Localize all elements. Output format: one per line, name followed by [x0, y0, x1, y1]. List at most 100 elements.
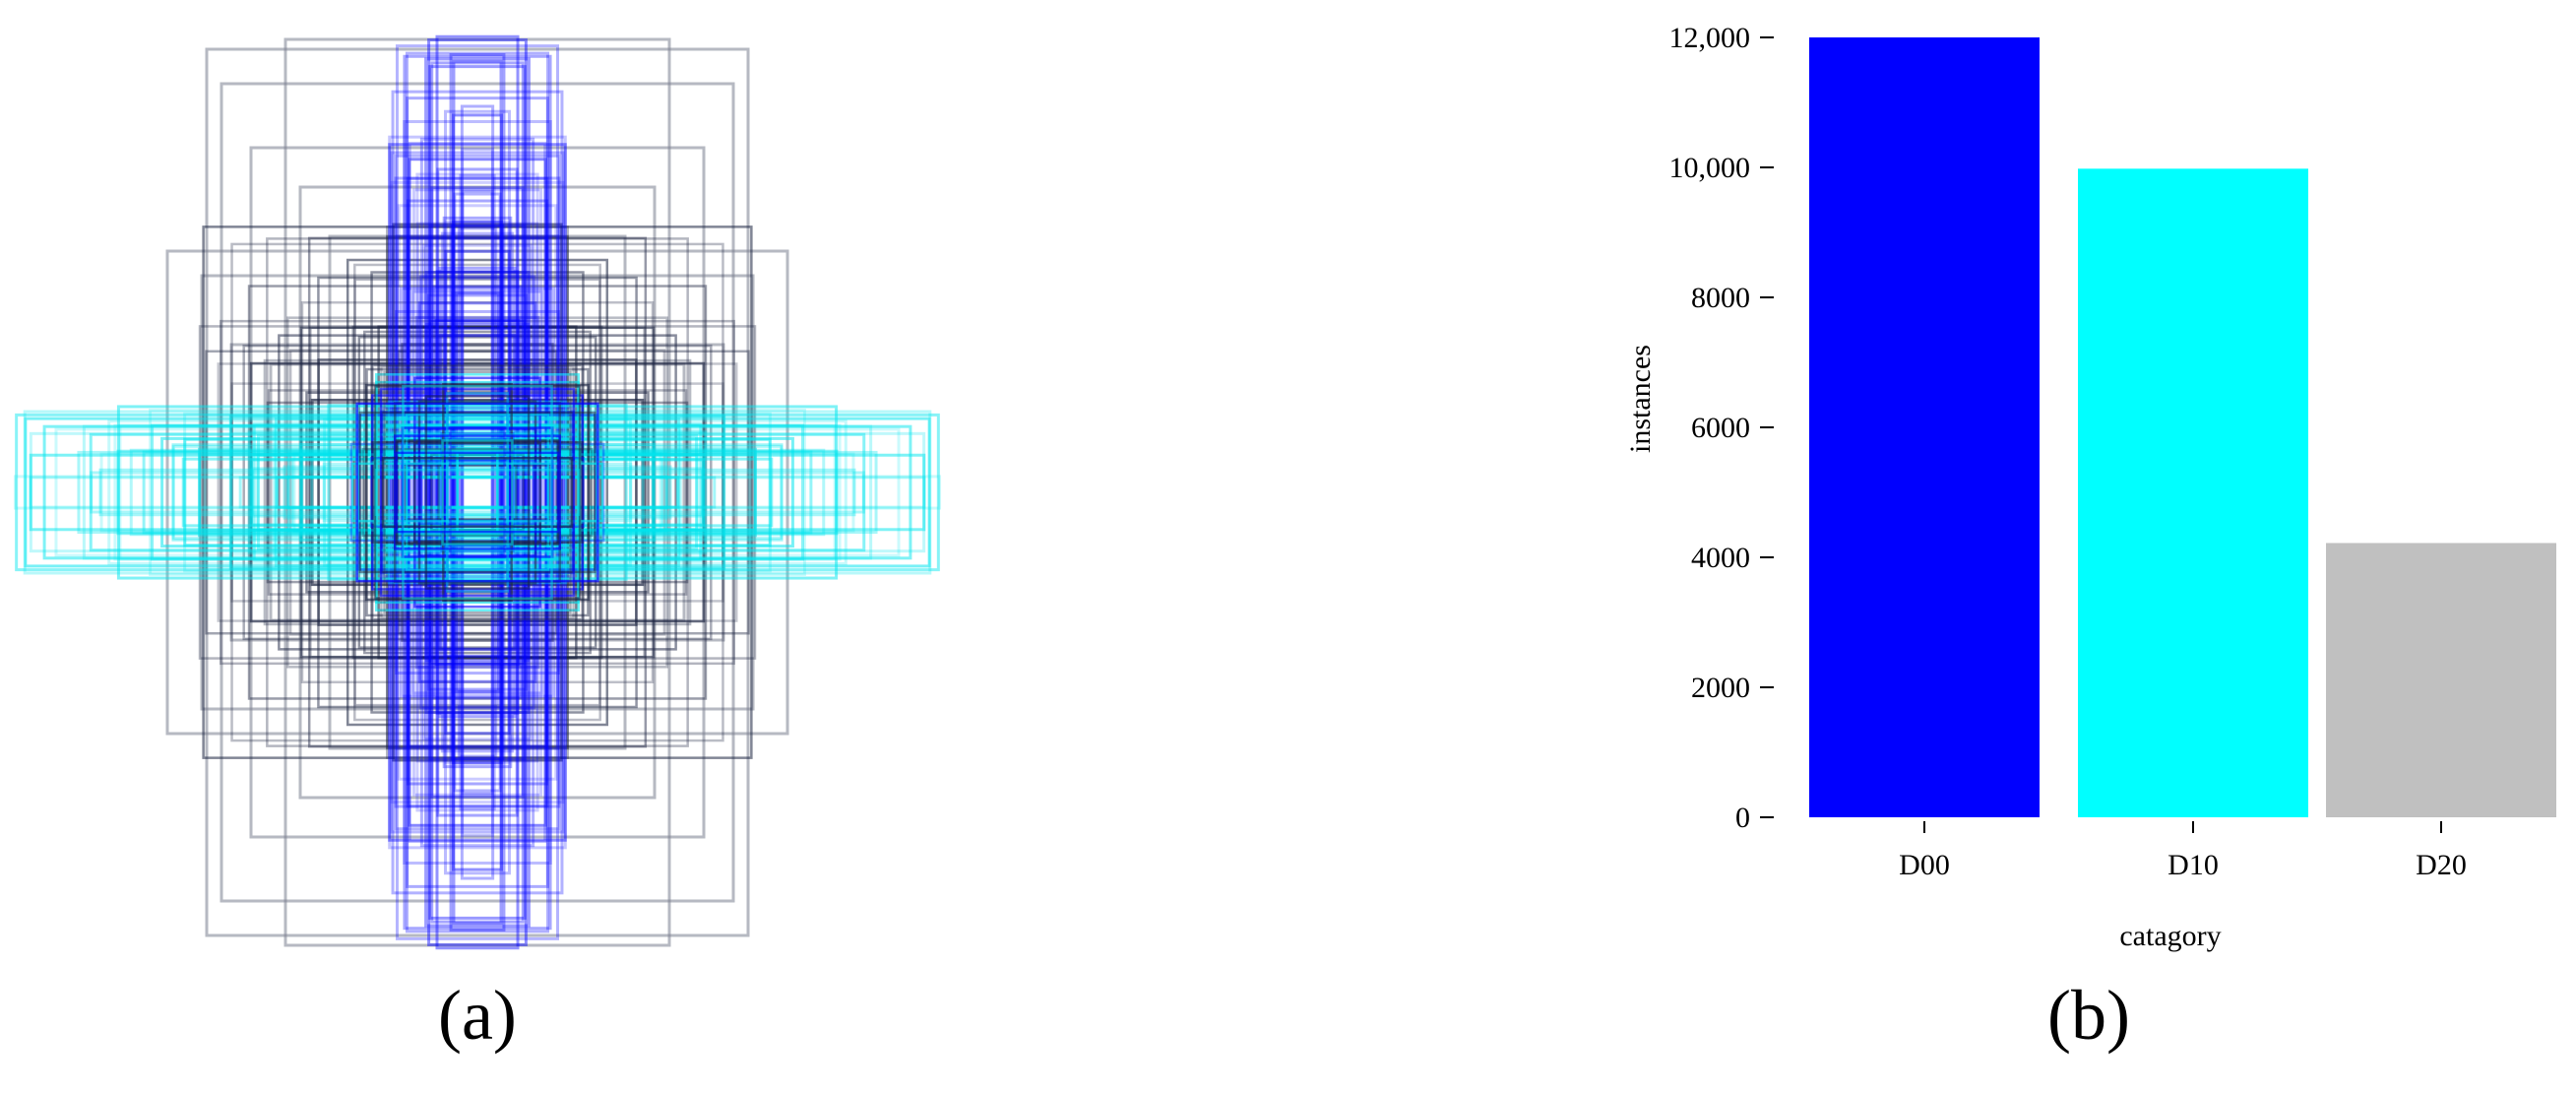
- gt-box-dark: [392, 223, 563, 762]
- gt-box-blue: [408, 158, 547, 827]
- gt-box-dark: [266, 237, 689, 747]
- gt-box-cyan: [171, 443, 784, 542]
- gt-box-small: [445, 392, 510, 593]
- gt-box-dark: [220, 319, 735, 666]
- gt-box-cyan: [249, 453, 706, 532]
- gt-box-blue: [388, 135, 567, 850]
- gt-box-dark: [286, 316, 668, 669]
- gt-box-cyan: [13, 475, 942, 510]
- gt-box-dark: [263, 358, 692, 626]
- gt-box-cyan: [247, 430, 708, 554]
- gt-box-cyan: [252, 422, 703, 562]
- gt-box-dark: [247, 285, 708, 700]
- gt-box-dark: [267, 389, 688, 596]
- gt-box-small: [350, 462, 604, 523]
- gt-box-blue: [435, 34, 520, 950]
- gt-box-dark: [217, 362, 738, 622]
- gt-box-dark: [288, 349, 666, 636]
- gt-box-dark: [363, 330, 592, 655]
- gt-box-small: [424, 395, 531, 590]
- gt-box-small: [395, 451, 560, 534]
- gt-box-cyan: [107, 419, 848, 565]
- gt-box-blue: [390, 151, 565, 834]
- gt-box-small: [379, 387, 576, 598]
- gt-box-cyan: [98, 468, 856, 517]
- gt-box-small: [405, 413, 550, 572]
- gt-box-blue: [407, 236, 548, 748]
- gt-box-blue: [428, 224, 527, 761]
- gt-box-gray: [165, 249, 789, 736]
- gt-box-small: [441, 439, 514, 546]
- gt-box-dark: [397, 350, 558, 635]
- gt-box-blue: [430, 186, 525, 799]
- panel-a-label: (a): [438, 976, 517, 1055]
- gt-box-dark: [205, 350, 750, 635]
- gt-box-dark: [198, 325, 757, 660]
- gt-box-blue: [432, 285, 523, 700]
- gt-box-small: [361, 447, 594, 538]
- gt-box-small: [358, 411, 597, 574]
- gt-box-cyan: [29, 476, 926, 509]
- gt-box-cyan: [197, 447, 758, 538]
- gt-box-dark: [307, 236, 648, 748]
- instances-bar-chart: D00 D10 D20 0 2000 4000 6000 8000 10,000 12,000 c…: [1624, 22, 2556, 952]
- gt-box-cyan: [89, 432, 866, 552]
- gt-box-blue: [438, 266, 517, 719]
- gt-box-gray: [328, 234, 627, 750]
- gt-box-small: [355, 402, 599, 583]
- y-tick-label: 6000: [1691, 412, 1750, 444]
- gt-box-cyan: [151, 423, 804, 561]
- gt-box-blue: [444, 249, 511, 736]
- gt-box-cyan: [118, 423, 837, 561]
- gt-box-cyan: [230, 430, 724, 554]
- y-tick-label: 10,000: [1669, 152, 1751, 184]
- gt-box-blue: [453, 192, 502, 793]
- gt-box-blue: [428, 65, 527, 920]
- gt-box-blue: [443, 327, 512, 658]
- gt-box-blue: [408, 141, 547, 844]
- gt-box-blue: [427, 38, 528, 946]
- x-tick-label: D10: [2168, 849, 2219, 881]
- gt-box-cyan: [276, 476, 679, 509]
- gt-box-small: [393, 434, 562, 550]
- y-tick-label: 0: [1735, 802, 1750, 834]
- gt-box-blue: [390, 180, 565, 804]
- gt-box-dark: [353, 263, 601, 722]
- gt-box-blue: [451, 113, 504, 871]
- gt-box-dark: [311, 398, 644, 587]
- gt-box-blue: [414, 315, 540, 670]
- gt-box-cyan: [285, 475, 669, 510]
- gt-box-blue: [452, 220, 503, 765]
- gt-box-blue: [428, 319, 527, 666]
- gt-box-cyan: [283, 465, 672, 520]
- gt-box-small: [443, 437, 512, 547]
- bar-d00: [1809, 37, 2040, 817]
- gt-box-small: [373, 385, 582, 600]
- gt-box-small: [456, 446, 499, 539]
- gt-box-dark: [346, 258, 609, 727]
- gt-box-blue: [436, 167, 519, 817]
- gt-box-blue: [430, 61, 525, 924]
- gt-box-cyan: [24, 417, 931, 568]
- gt-box-cyan: [171, 445, 784, 540]
- gt-box-dark: [317, 358, 638, 626]
- gt-box-small: [419, 460, 535, 525]
- gt-box-dark: [242, 344, 713, 641]
- bar-d20: [2326, 543, 2556, 817]
- gt-box-blue: [459, 173, 496, 811]
- y-tick-label: 2000: [1691, 672, 1750, 704]
- gt-box-blue: [388, 143, 567, 842]
- gt-box-dark: [309, 326, 646, 659]
- x-tick-label: D00: [1899, 849, 1950, 881]
- gt-box-gray: [205, 47, 750, 937]
- gt-box-small: [401, 426, 554, 558]
- gt-box-dark: [202, 225, 753, 759]
- gt-box-blue: [421, 243, 534, 741]
- y-axis-title: instances: [1624, 345, 1657, 453]
- gt-box-dark: [386, 235, 569, 749]
- gt-box-cyan: [228, 415, 726, 570]
- gt-box-cyan: [90, 471, 865, 514]
- panel-b-label: (b): [2047, 976, 2130, 1055]
- gt-box-cyan: [149, 408, 806, 577]
- gt-box-blue: [436, 334, 519, 651]
